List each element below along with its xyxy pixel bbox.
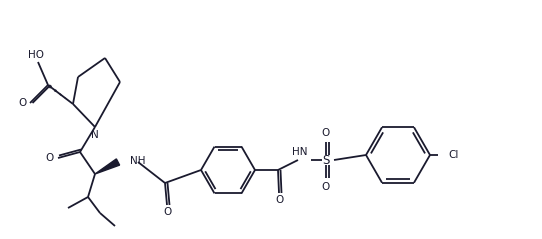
Text: NH: NH <box>130 156 145 166</box>
Text: O: O <box>46 153 54 163</box>
Text: HO: HO <box>28 50 44 60</box>
Text: Cl: Cl <box>448 150 459 160</box>
Text: N: N <box>91 130 99 140</box>
Text: O: O <box>322 128 330 138</box>
Text: O: O <box>276 195 284 205</box>
Text: O: O <box>164 207 172 217</box>
Text: O: O <box>322 182 330 192</box>
Text: O: O <box>19 98 27 108</box>
Text: S: S <box>322 153 330 167</box>
Text: HN: HN <box>292 147 308 157</box>
Polygon shape <box>95 159 120 174</box>
